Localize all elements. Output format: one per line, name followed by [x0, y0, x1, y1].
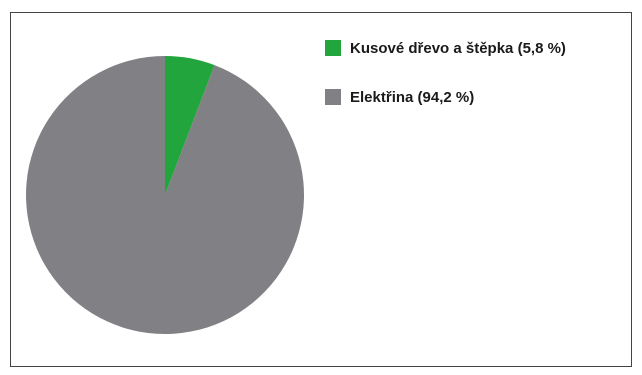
legend-label-electricity: Elektřina (94,2 %)	[350, 88, 475, 106]
legend-swatch-electricity	[325, 89, 341, 105]
legend-item-electricity: Elektřina (94,2 %)	[325, 86, 630, 108]
pie-slice-wood	[165, 56, 215, 195]
legend: Kusové dřevo a štěpka (5,8 %) Elektřina …	[325, 37, 630, 135]
legend-swatch-wood	[325, 40, 341, 56]
pie-chart	[25, 56, 305, 334]
pie-slice-electricity	[25, 56, 305, 334]
legend-item-wood: Kusové dřevo a štěpka (5,8 %)	[325, 37, 630, 59]
legend-label-wood: Kusové dřevo a štěpka (5,8 %)	[350, 39, 566, 57]
